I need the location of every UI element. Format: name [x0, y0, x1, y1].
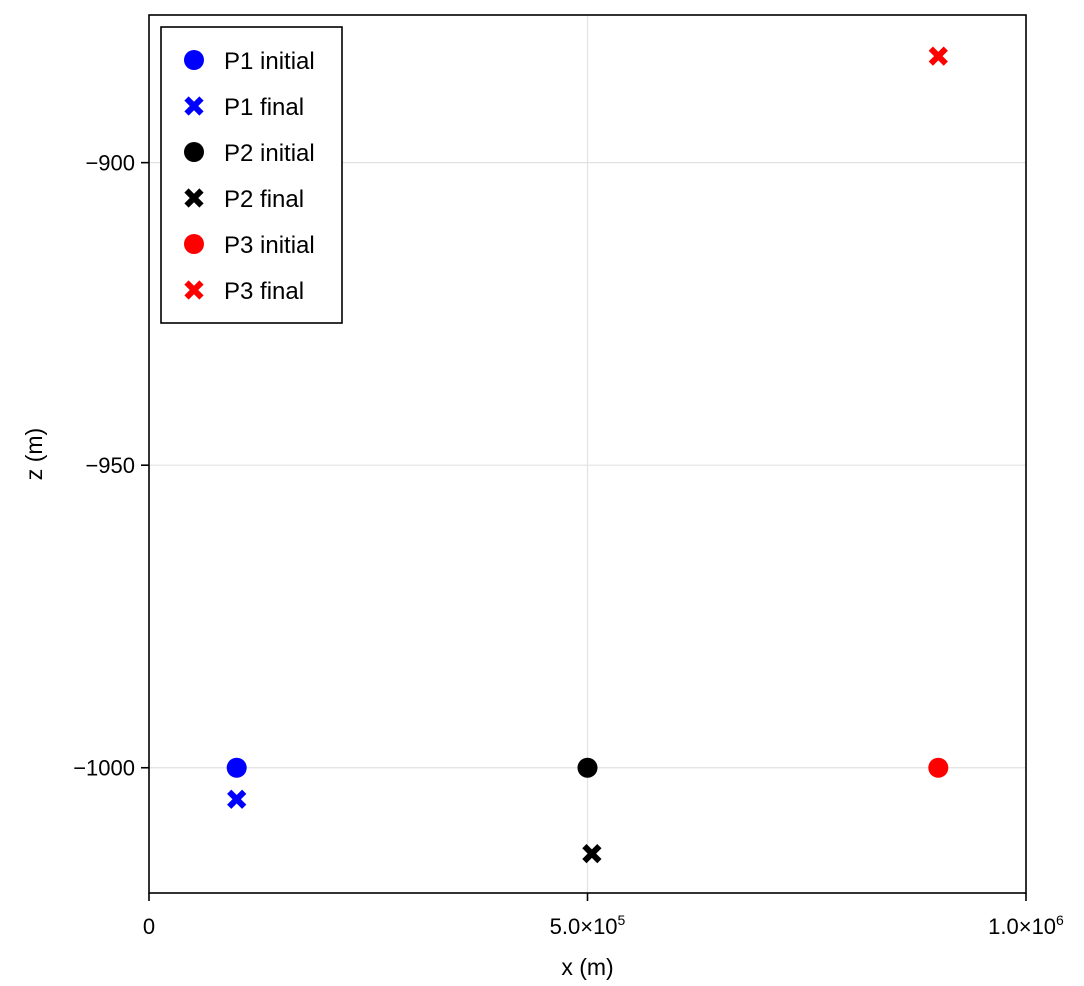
legend: P1 initial P1 final P2 initial P2 final P3 i… [160, 26, 343, 324]
legend-marker-p1-final [184, 96, 204, 116]
x-tick-label: 1.0×106 [988, 912, 1064, 939]
y-axis-label: z (m) [21, 428, 47, 480]
legend-label-p3-initial: P3 initial [224, 232, 315, 259]
p3-final-point [928, 46, 948, 66]
legend-marker-p2-final [184, 188, 204, 208]
legend-label-p3-final: P3 final [224, 278, 304, 305]
x-tick-mantissa: 5.0×10 [550, 914, 618, 939]
p1-final-point [227, 789, 247, 809]
p2-initial-point [577, 757, 598, 778]
legend-marker-p3-initial [184, 234, 204, 254]
y-tick-label: −950 [85, 453, 135, 478]
data-points [226, 46, 949, 864]
p2-final-point [582, 844, 602, 864]
x-axis-label: x (m) [561, 954, 613, 980]
axis-ticks: 0 5.0×105 1.0×106 −900 −950 −1000 [73, 151, 1064, 939]
x-tick-mantissa: 1.0×10 [988, 914, 1056, 939]
p3-initial-point [928, 757, 949, 778]
legend-box [160, 26, 343, 324]
y-tick-label: −1000 [73, 756, 135, 781]
legend-label-p1-final: P1 final [224, 94, 304, 121]
legend-marker-p2-initial [184, 142, 204, 162]
x-tick-exponent: 5 [618, 912, 626, 928]
legend-label-p2-final: P2 final [224, 186, 304, 213]
legend-label-p2-initial: P2 initial [224, 140, 315, 167]
legend-marker-p3-final [184, 280, 204, 300]
x-tick-label: 0 [143, 914, 155, 939]
legend-marker-p1-initial [184, 50, 204, 70]
legend-label-p1-initial: P1 initial [224, 48, 315, 75]
x-tick-exponent: 6 [1056, 912, 1064, 928]
p1-initial-point [226, 757, 247, 778]
y-tick-label: −900 [85, 151, 135, 176]
x-tick-mantissa: 0 [143, 914, 155, 939]
x-tick-label: 5.0×105 [550, 912, 626, 939]
